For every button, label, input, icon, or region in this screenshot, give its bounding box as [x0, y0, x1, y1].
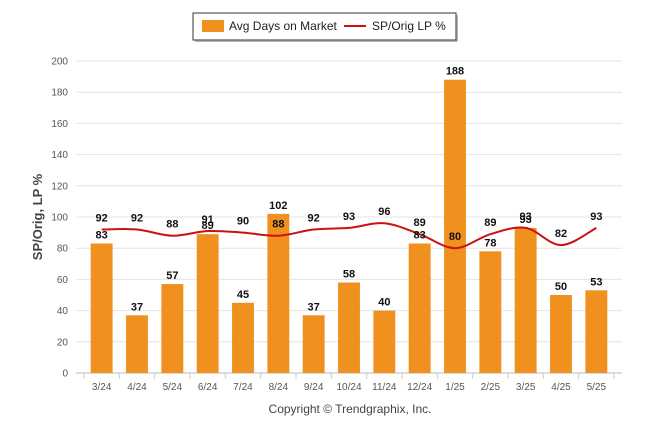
- bar: [408, 243, 431, 373]
- copyright-footer: Copyright © Trendgraphix, Inc.: [269, 402, 432, 416]
- bar: [267, 213, 290, 373]
- x-axis-ticks: 3/24 4/24 5/24 6/24 7/24 8/24 9/24 10/24 11/24 12…: [92, 382, 607, 393]
- bar: [232, 302, 254, 373]
- y-tick-label: 80: [57, 244, 69, 255]
- y-tick-label: 200: [51, 57, 68, 68]
- x-tick-label: 8/24: [269, 382, 289, 393]
- bar: [126, 315, 148, 373]
- bar-value-label: 50: [555, 281, 567, 293]
- bar-value-label: 37: [308, 301, 320, 313]
- bar-series: [90, 79, 608, 373]
- data-labels: 83 37 57 89 45 102 37 58 40 83 188 78 93 50 53 92 92 88 91…: [96, 66, 603, 314]
- y-axis-ticks: 0 20 40 60 80 100 120 140 160 180 200: [51, 57, 68, 380]
- bar-value-label: 83: [414, 230, 426, 242]
- y-tick-label: 20: [57, 337, 69, 348]
- x-tick-label: 12/24: [407, 382, 432, 393]
- y-tick-label: 100: [51, 213, 68, 224]
- x-tick-label: 5/24: [163, 382, 183, 393]
- bar: [585, 290, 608, 373]
- bar: [338, 282, 360, 373]
- x-tick-label: 2/25: [481, 382, 501, 393]
- line-value-label: 90: [237, 216, 249, 228]
- line-value-label: 93: [590, 211, 602, 223]
- bar-value-label: 45: [237, 289, 249, 301]
- line-value-label: 91: [202, 214, 214, 226]
- line-value-label: 92: [131, 212, 143, 224]
- sp-orig-lp-line: [101, 222, 597, 250]
- x-tick-label: 4/24: [127, 382, 147, 393]
- bar: [444, 79, 466, 373]
- legend-label-days-on-market: Avg Days on Market: [229, 19, 337, 33]
- bar-value-label: 40: [378, 297, 390, 309]
- bar-value-label: 89: [202, 220, 214, 232]
- y-tick-label: 0: [62, 369, 68, 380]
- legend-box: [192, 12, 457, 41]
- bar-value-label: 58: [343, 269, 355, 281]
- line-value-label: 93: [343, 211, 355, 223]
- line-value-label: 89: [484, 217, 496, 229]
- x-tick-label: 6/24: [198, 382, 218, 393]
- line-value-label: 92: [308, 212, 320, 224]
- x-tick-label: 3/24: [92, 382, 112, 393]
- bar: [302, 315, 325, 373]
- line-value-label: 92: [96, 212, 108, 224]
- line-value-label: 93: [520, 211, 532, 223]
- x-tick-label: 10/24: [336, 382, 361, 393]
- bar-value-label: 83: [96, 230, 108, 242]
- bar-value-label: 78: [484, 237, 496, 249]
- line-value-label: 89: [414, 217, 426, 229]
- y-tick-label: 40: [57, 306, 69, 317]
- line-value-label: 88: [166, 219, 178, 231]
- legend-label-sp-orig-lp: SP/Orig LP %: [372, 19, 446, 33]
- x-tick-label: 1/25: [445, 382, 465, 393]
- x-tick-label: 11/24: [372, 382, 397, 393]
- bar: [161, 284, 184, 373]
- bar-value-label: 53: [590, 276, 602, 288]
- line-value-label: 80: [449, 231, 461, 243]
- bar-value-label: 57: [166, 270, 178, 282]
- x-tick-label: 4/25: [551, 382, 571, 393]
- line-value-label: 96: [378, 206, 390, 218]
- bar-value-label: 37: [131, 301, 143, 313]
- legend-swatch-days-on-market: [202, 20, 224, 32]
- bar-value-label: 93: [520, 214, 532, 226]
- bar: [196, 234, 219, 373]
- bar: [479, 251, 502, 373]
- bar: [90, 243, 113, 373]
- x-tick-label: 5/25: [587, 382, 607, 393]
- y-tick-label: 120: [51, 181, 68, 192]
- y-tick-label: 160: [51, 119, 68, 130]
- bar: [514, 227, 537, 373]
- y-tick-label: 180: [51, 88, 68, 99]
- bar: [550, 295, 572, 373]
- line-value-label: 82: [555, 228, 567, 240]
- y-axis-title: SP/Orig, LP %: [30, 173, 45, 260]
- line-value-label: 88: [272, 219, 284, 231]
- legend: Avg Days on Market SP/Orig LP %: [192, 12, 458, 42]
- bar-value-label: 188: [446, 66, 464, 78]
- y-tick-label: 140: [51, 150, 68, 161]
- line-series: [101, 222, 597, 250]
- bar-value-label: 102: [269, 200, 287, 212]
- x-tick-label: 9/24: [304, 382, 324, 393]
- x-tick-label: 3/25: [516, 382, 536, 393]
- x-tick-label: 7/24: [233, 382, 253, 393]
- y-tick-label: 60: [57, 275, 69, 286]
- bar: [373, 310, 396, 373]
